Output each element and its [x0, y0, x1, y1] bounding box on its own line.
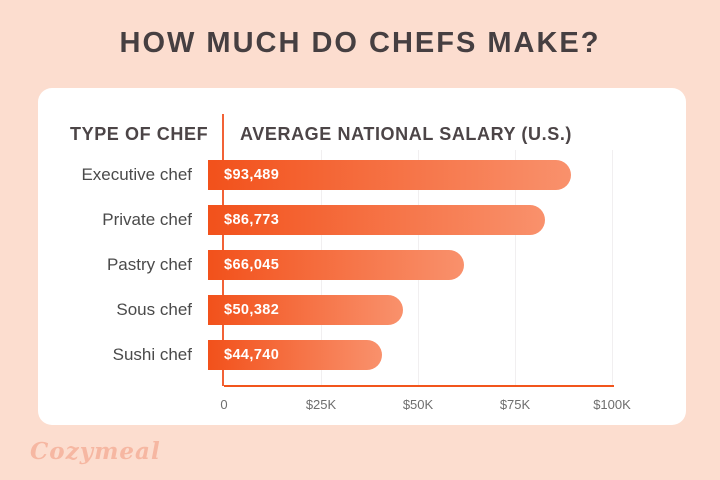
x-tick-label: $50K: [402, 397, 434, 412]
x-tick-label: $25K: [305, 397, 337, 412]
salary-value-label: $50,382: [224, 302, 280, 318]
salary-bar: $50,382: [208, 295, 403, 325]
chart-row: Private chef $86,773: [38, 205, 686, 235]
chart-row: Pastry chef $66,045: [38, 250, 686, 280]
category-label: Sushi chef: [112, 345, 192, 364]
chart-row: Executive chef $93,489: [38, 160, 686, 190]
gridline: [515, 150, 516, 385]
chart-card: TYPE OF CHEF AVERAGE NATIONAL SALARY (U.…: [38, 88, 686, 425]
column-header-type-of-chef: TYPE OF CHEF: [70, 124, 209, 144]
category-label: Sous chef: [116, 300, 192, 319]
salary-bar: $44,740: [208, 340, 382, 370]
x-tick-label: 0: [220, 397, 228, 412]
chart-row: Sushi chef $44,740: [38, 340, 686, 370]
category-label: Private chef: [102, 210, 192, 229]
category-label: Pastry chef: [106, 255, 192, 274]
salary-bar: $66,045: [208, 250, 464, 280]
salary-bar: $86,773: [208, 205, 545, 235]
x-tick-label: $75K: [499, 397, 531, 412]
cozymeal-logo: Cozymeal: [30, 438, 161, 465]
bar-chart: Executive chef $93,489 Private chef $86,773…: [38, 160, 686, 385]
salary-value-label: $86,773: [224, 212, 280, 228]
page-title: HOW MUCH DO CHEFS MAKE?: [119, 27, 601, 59]
chart-row: Sous chef $50,382: [38, 295, 686, 325]
column-header-average-salary: AVERAGE NATIONAL SALARY (U.S.): [240, 124, 573, 144]
gridline: [612, 150, 613, 385]
salary-bar: $93,489: [208, 160, 571, 190]
salary-value-label: $93,489: [224, 167, 280, 183]
x-tick-label: $100K: [593, 397, 631, 412]
category-label: Executive chef: [81, 165, 192, 184]
salary-value-label: $44,740: [224, 347, 280, 363]
salary-value-label: $66,045: [224, 257, 280, 273]
x-axis-line: [224, 385, 614, 387]
